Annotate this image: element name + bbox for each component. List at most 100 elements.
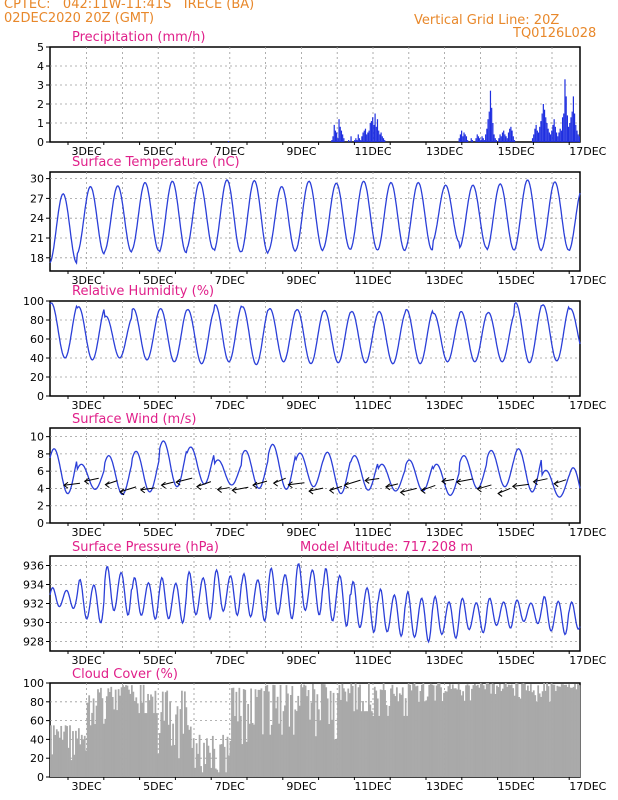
wind-arrowhead (160, 481, 166, 489)
wind-arrow (441, 478, 455, 482)
cloud-bar (334, 739, 336, 777)
cloud-bar (475, 685, 478, 777)
cloud-bar (482, 685, 485, 777)
cloud-bar (200, 766, 202, 777)
precip-bar (498, 138, 500, 142)
precip-bar (506, 138, 508, 142)
surface_temperature-ytick-label: 18 (30, 252, 44, 265)
precip-bar (565, 96, 567, 142)
cloud-bar (566, 686, 569, 777)
cloud-bar (394, 696, 397, 777)
wind-arrow (140, 487, 155, 491)
cloud-bar (565, 684, 568, 777)
cloud_cover-xtick-label: 9DEC (286, 780, 316, 793)
relative_humidity-ytick-label: 20 (30, 371, 44, 384)
cloud-bar (260, 688, 263, 777)
cloud-bar (142, 684, 145, 777)
cloud-bar (128, 689, 130, 777)
cloud-bar (476, 684, 479, 777)
cloud-bar (556, 685, 559, 777)
cloud-bar (145, 713, 148, 777)
cloud-bar (513, 695, 516, 777)
cloud-bar (356, 709, 358, 777)
cloud-bar (214, 768, 217, 777)
precip-bar (540, 121, 542, 142)
surface_pressure-xtick-label: 11DEC (354, 654, 391, 667)
cloud-bar (156, 713, 158, 777)
surface_temperature-xtick-label: 9DEC (286, 274, 316, 287)
cloud-bar (500, 691, 503, 777)
cloud-bar (365, 711, 367, 777)
wind-arrowhead (231, 486, 237, 494)
precip-bar (333, 124, 335, 142)
precip-bar (366, 134, 368, 142)
cloud-bar (577, 684, 579, 777)
precip-bar (482, 138, 484, 142)
cloud-bar (251, 722, 254, 777)
cloud-bar (550, 683, 553, 777)
cloud-bar (254, 689, 257, 777)
cloud-bar (403, 715, 406, 777)
wind-arrow (273, 477, 286, 484)
cloud-bar (126, 685, 129, 777)
cloud-bar (451, 684, 454, 777)
cloud-bar (357, 687, 360, 777)
cloud-bar (183, 691, 186, 777)
cloud-bar (507, 684, 510, 777)
relative_humidity-ytick-label: 80 (30, 314, 44, 327)
wind-arrow (497, 487, 511, 494)
cloud-bar (111, 696, 114, 777)
cloud-bar (291, 685, 294, 777)
cloud-bar (80, 734, 83, 777)
cloud-bar (217, 772, 220, 777)
cloud-bar (372, 715, 375, 777)
cloud-bar (270, 724, 273, 777)
cloud-bar (167, 724, 170, 777)
cloud-bar (553, 684, 556, 777)
cloud-bar (309, 719, 311, 777)
precip-bar (577, 134, 579, 142)
precip-bar (553, 119, 555, 142)
cloud-bar (527, 685, 529, 777)
precip-bar (458, 138, 460, 142)
precip-bar (573, 113, 576, 142)
cloud-bar (236, 721, 239, 777)
precip-bar (343, 138, 345, 142)
cloud-bar (331, 719, 333, 777)
cloud-bar (395, 687, 398, 777)
cloud-bar (412, 683, 414, 777)
surface_temperature-ytick-label: 21 (30, 232, 44, 245)
precip-bar (559, 128, 561, 142)
cloud-bar (312, 683, 314, 777)
precip-bar (481, 136, 483, 142)
wind-arrow (421, 484, 436, 491)
surface_pressure-ytick-label: 932 (23, 598, 44, 611)
cloud-bar (429, 683, 432, 777)
wind-arrow (554, 479, 567, 485)
cloud-bar (404, 698, 407, 777)
cloud-bar (562, 684, 565, 777)
cloud-bar (400, 694, 403, 777)
surface_wind-title: Surface Wind (m/s) (72, 412, 196, 427)
cloud_cover-xtick-label: 17DEC (569, 780, 606, 793)
precipitation-panel (46, 46, 581, 145)
surface_wind-xtick-label: 9DEC (286, 526, 316, 539)
precip-bar (531, 138, 534, 142)
surface_wind-ytick-label: 6 (37, 465, 44, 478)
cloud-bar (129, 693, 132, 777)
cloud-bar (69, 725, 71, 777)
cloud-bar (421, 684, 423, 777)
cloud_cover-ytick-label: 100 (23, 677, 44, 690)
cloud-bar (95, 705, 98, 777)
cloud-bar (378, 715, 381, 777)
cloud-bar (57, 731, 60, 777)
cloud-bar (494, 693, 497, 777)
cloud-bar (76, 738, 79, 777)
cloud-bar (557, 686, 560, 777)
cloud-bar (175, 714, 177, 777)
cloud-bar (351, 685, 354, 777)
cloud-bar (416, 685, 419, 777)
cloud-bar (284, 705, 286, 777)
surface_temperature-panel (46, 171, 581, 274)
cloud-bar (75, 730, 77, 777)
